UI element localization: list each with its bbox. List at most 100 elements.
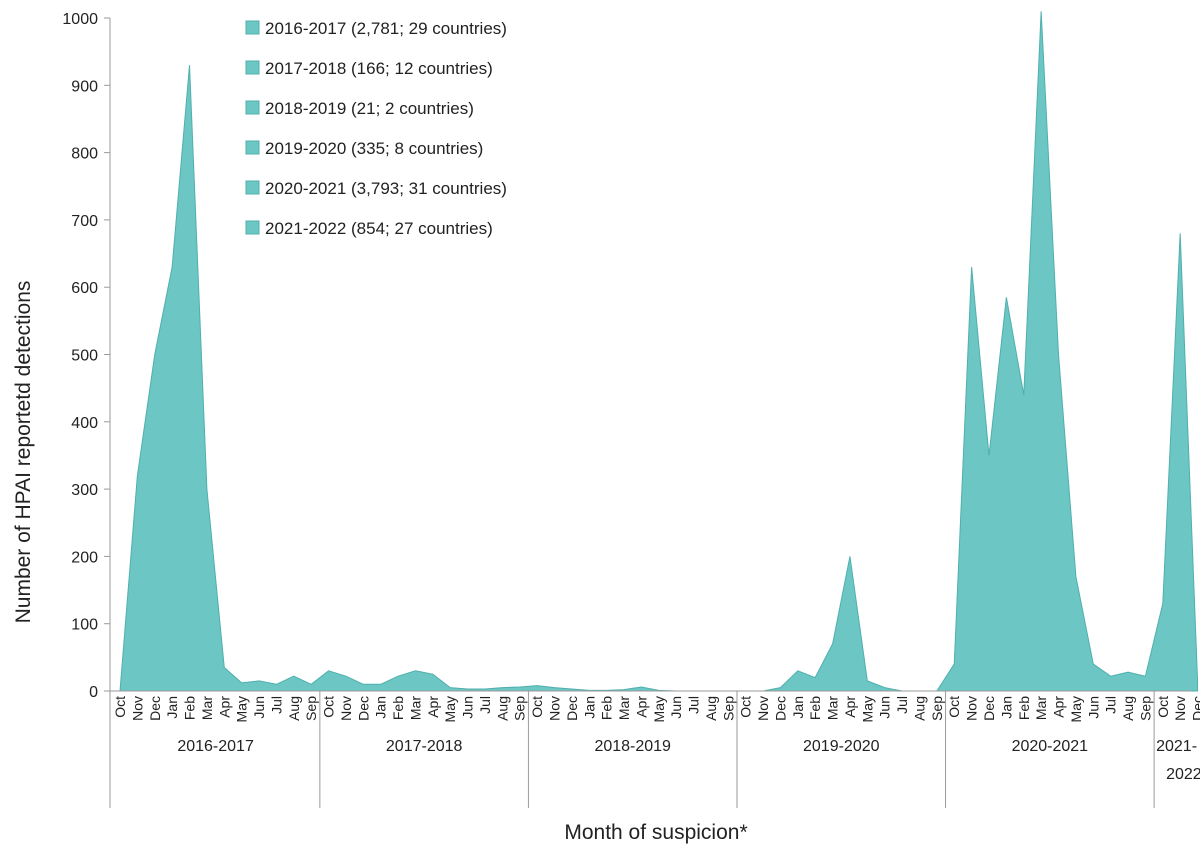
data-point	[1127, 671, 1129, 673]
x-tick-label: Sep	[512, 696, 528, 721]
data-point	[449, 686, 451, 688]
x-axis-title: Month of suspicion*	[564, 821, 747, 844]
x-tick-label: May	[234, 696, 250, 722]
data-point	[432, 673, 434, 675]
data-point	[953, 663, 955, 665]
x-tick-label: Jun	[460, 696, 476, 719]
legend-swatch	[245, 220, 260, 235]
x-tick-label: Mar	[825, 696, 841, 720]
x-tick-label: Nov	[338, 696, 354, 721]
data-point	[831, 643, 833, 645]
data-point	[1092, 663, 1094, 665]
y-tick-label: 900	[71, 78, 98, 95]
data-point	[258, 680, 260, 682]
x-tick-label: Feb	[599, 696, 615, 720]
legend-entry: 2017-2018 (166; 12 countries)	[265, 59, 493, 78]
data-point	[797, 670, 799, 672]
x-tick-label: May	[859, 696, 875, 722]
x-tick-label: Feb	[390, 696, 406, 720]
data-point	[1005, 296, 1007, 298]
y-axis-ticks: 0 100 200 300 400 500 600 700 800 900 1000	[62, 11, 110, 701]
data-point	[1144, 675, 1146, 677]
x-tick-label: Dec	[981, 696, 997, 721]
x-tick-label: Sep	[929, 696, 945, 721]
season-label: 2016-2017	[177, 738, 254, 755]
x-tick-label: Oct	[946, 696, 962, 718]
season-label: 2021-	[1156, 738, 1197, 755]
y-tick-label: 700	[71, 213, 98, 230]
x-tick-label: Dec	[772, 696, 788, 721]
x-tick-label: Nov	[547, 696, 563, 721]
x-axis-ticks: Oct Nov Dec Jan Feb Mar Apr May Jun Jul Aug Sep Oct N…	[112, 696, 1200, 723]
data-point	[884, 686, 886, 688]
y-tick-label: 100	[71, 617, 98, 634]
x-tick-label: Apr	[633, 696, 649, 718]
x-tick-label: Apr	[216, 696, 232, 718]
legend: 2016-2017 (2,781; 29 countries) 2017-2018…	[245, 19, 507, 238]
data-point	[640, 686, 642, 688]
x-tick-label: Dec	[564, 696, 580, 721]
x-tick-label: Feb	[182, 696, 198, 720]
x-tick-label: Aug	[703, 696, 719, 721]
x-tick-label: May	[651, 696, 667, 722]
axes	[109, 18, 1192, 692]
x-tick-label: Feb	[807, 696, 823, 720]
data-point	[466, 688, 468, 690]
legend-entry: 2016-2017 (2,781; 29 countries)	[265, 19, 507, 38]
data-point	[501, 686, 503, 688]
x-tick-label: Feb	[1016, 696, 1032, 720]
data-point	[240, 682, 242, 684]
data-point	[1023, 394, 1025, 396]
y-tick-label: 500	[71, 348, 98, 365]
data-point	[1179, 232, 1181, 234]
x-tick-label: Oct	[1155, 696, 1171, 718]
data-point	[154, 353, 156, 355]
season-label: 2017-2018	[386, 738, 463, 755]
data-point	[380, 683, 382, 685]
x-tick-label: Oct	[321, 696, 337, 718]
season-groups: 2016-2017 2017-2018 2018-2019 2019-2020 2020…	[109, 691, 1200, 808]
x-tick-label: Jan	[790, 696, 806, 719]
season-label: 2018-2019	[594, 738, 671, 755]
data-point	[327, 670, 329, 672]
x-tick-label: Oct	[738, 696, 754, 718]
legend-swatch	[245, 100, 260, 115]
data-point	[362, 683, 364, 685]
x-tick-label: Dec	[355, 696, 371, 721]
data-point	[275, 683, 277, 685]
x-tick-label: Sep	[720, 696, 736, 721]
x-tick-label: May	[1068, 696, 1084, 722]
data-point	[866, 680, 868, 682]
x-tick-label: Nov	[1172, 696, 1188, 721]
x-tick-label: Nov	[755, 696, 771, 721]
x-tick-label: Aug	[494, 696, 510, 721]
x-tick-label: Jul	[894, 696, 910, 714]
legend-entry: 2018-2019 (21; 2 countries)	[265, 99, 474, 118]
y-tick-label: 300	[71, 482, 98, 499]
legend-entry: 2021-2022 (854; 27 countries)	[265, 219, 493, 238]
legend-entry: 2020-2021 (3,793; 31 countries)	[265, 179, 507, 198]
x-tick-label: Jul	[1103, 696, 1119, 714]
data-point	[414, 670, 416, 672]
season-label-continued: 2022	[1166, 766, 1200, 783]
data-point	[1075, 575, 1077, 577]
x-tick-label: Jun	[1085, 696, 1101, 719]
data-point	[536, 684, 538, 686]
x-tick-label: Aug	[286, 696, 302, 721]
data-point	[397, 675, 399, 677]
x-tick-label: Jun	[877, 696, 893, 719]
data-point	[310, 683, 312, 685]
data-point	[779, 686, 781, 688]
data-point	[206, 488, 208, 490]
y-axis-title: Number of HPAI reportetd detections	[12, 281, 35, 624]
data-point	[188, 64, 190, 66]
data-point	[970, 266, 972, 268]
legend-entry: 2019-2020 (335; 8 countries)	[265, 139, 483, 158]
x-tick-label: Jan	[164, 696, 180, 719]
legend-swatch	[245, 20, 260, 35]
data-point	[1040, 10, 1042, 12]
season-label: 2020-2021	[1012, 738, 1089, 755]
data-point	[1162, 602, 1164, 604]
x-tick-label: Oct	[529, 696, 545, 718]
